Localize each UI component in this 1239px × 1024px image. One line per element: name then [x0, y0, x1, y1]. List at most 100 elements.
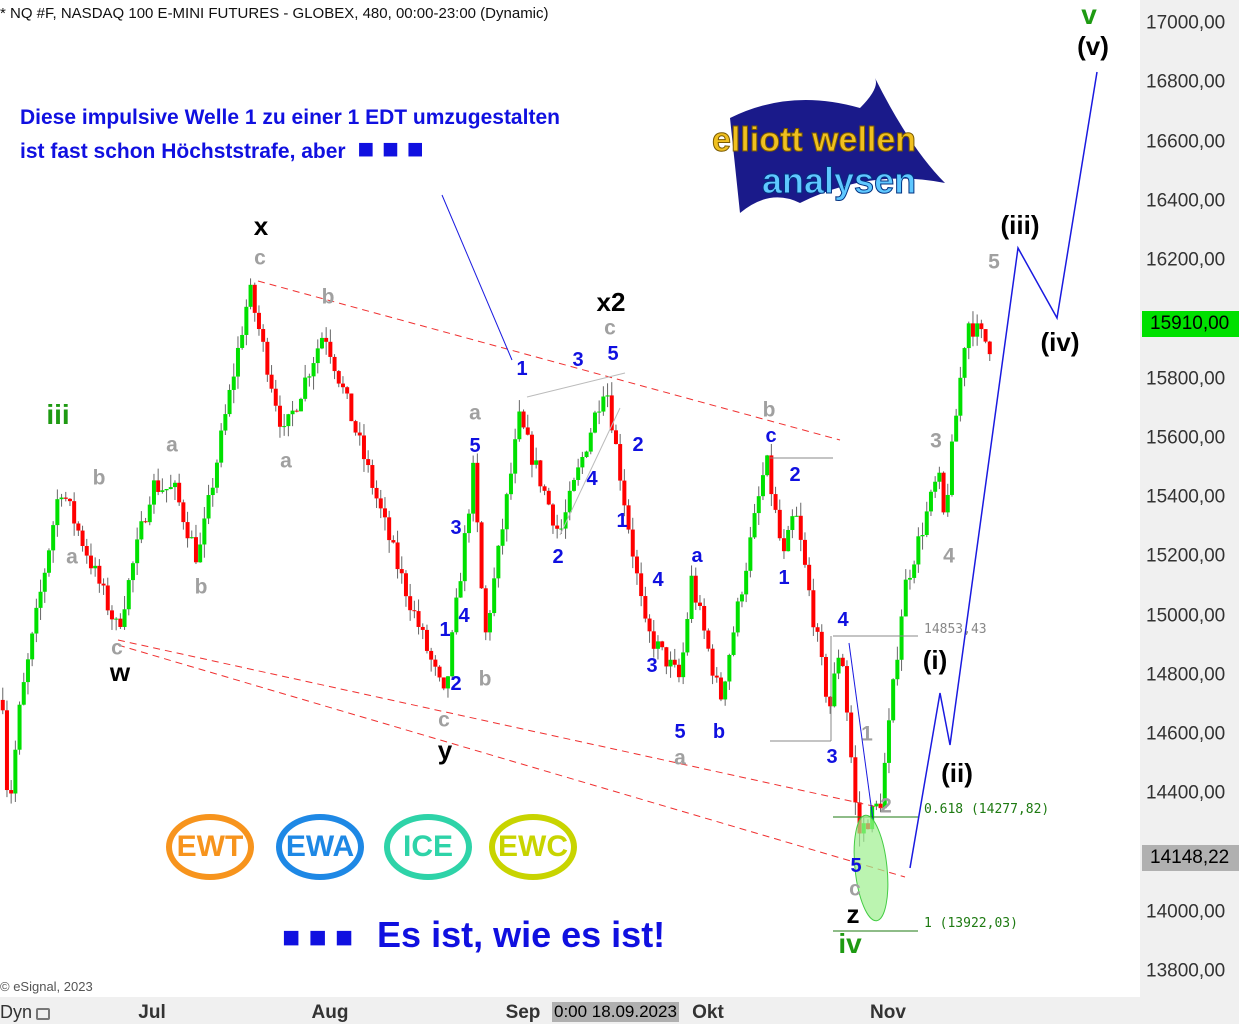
candle	[710, 648, 715, 676]
candle	[618, 444, 623, 481]
wave-label-gray: c	[438, 708, 450, 732]
wave-label-blue: 4	[586, 468, 598, 490]
candle	[227, 389, 232, 415]
wave-label-gray: c	[111, 636, 123, 660]
candle	[248, 284, 253, 307]
candle	[160, 490, 165, 492]
candle	[340, 383, 345, 388]
price-tick: 15000,00	[1146, 605, 1226, 626]
candle	[399, 569, 404, 574]
candle	[361, 435, 366, 460]
candle	[571, 479, 576, 491]
candle	[874, 803, 879, 807]
mode-label[interactable]: Dyn	[0, 1002, 51, 1022]
candle	[88, 555, 93, 569]
wave-label-blue: 1	[616, 510, 628, 532]
candle	[315, 348, 320, 364]
chart-title: * NQ #F, NASDAQ 100 E-MINI FUTURES - GLO…	[0, 5, 549, 22]
wave-label-gray: b	[321, 285, 335, 309]
candle	[508, 473, 513, 495]
wave-label-black: (i)	[922, 645, 948, 675]
candle	[235, 347, 240, 377]
candle	[786, 529, 791, 552]
candle	[676, 664, 681, 678]
lower-channel-line-2	[117, 644, 906, 878]
candle	[744, 570, 749, 595]
candle	[172, 482, 177, 488]
candle	[21, 682, 26, 705]
candle	[151, 480, 156, 505]
candle	[702, 605, 707, 631]
upper-channel-line	[257, 280, 841, 441]
candle	[408, 596, 413, 611]
elliott-wellen-logo: elliott wellen analysen	[710, 78, 960, 218]
candle	[336, 371, 341, 384]
candle	[895, 659, 900, 680]
candle	[937, 472, 942, 482]
candle	[916, 536, 921, 565]
candle	[626, 505, 631, 530]
wave-label-blue: b	[712, 721, 726, 743]
candle	[349, 393, 354, 422]
high-level-label: 14853,43	[924, 622, 987, 637]
wave-label-gray: b	[194, 575, 208, 599]
candle	[256, 312, 261, 330]
candle	[332, 356, 337, 372]
candle	[240, 334, 245, 348]
wave-label-gray: c	[604, 316, 616, 340]
candle	[907, 577, 912, 580]
wave-label-black: (ii)	[941, 758, 973, 788]
candle	[735, 601, 740, 633]
wave-label-gray: a	[280, 449, 292, 473]
candle	[0, 699, 5, 711]
candle	[193, 537, 198, 563]
candle	[849, 712, 854, 758]
candle	[42, 572, 47, 592]
wave-label-blue: 3	[572, 349, 584, 371]
candle	[462, 533, 467, 582]
price-tick: 16600,00	[1146, 131, 1226, 152]
candle	[378, 498, 383, 509]
candle	[210, 487, 215, 496]
candle	[496, 545, 501, 579]
bottom-comment: ■ ■ ■ Es ist, wie es ist!	[282, 914, 666, 955]
candle	[433, 659, 438, 667]
wave-label-gray: 3	[930, 429, 942, 453]
candle	[933, 481, 938, 492]
candle	[324, 337, 329, 342]
crosshair-date: 0:00 18.09.2023	[552, 1002, 679, 1022]
price-chart[interactable]	[0, 0, 1140, 997]
price-axis[interactable]	[1140, 0, 1239, 997]
candle	[328, 341, 333, 357]
candle	[576, 467, 581, 480]
badge-ice: ICE	[384, 814, 472, 880]
candle	[109, 610, 114, 620]
candle	[513, 439, 518, 474]
candle	[420, 626, 425, 630]
candle	[286, 414, 291, 427]
candle	[748, 537, 753, 571]
candle	[51, 525, 56, 551]
candle	[924, 511, 929, 535]
candle	[534, 460, 539, 465]
candle	[891, 679, 896, 721]
candle	[206, 495, 211, 519]
wave-label-gray: c	[849, 877, 861, 901]
candle	[886, 720, 891, 763]
candle	[391, 540, 396, 543]
candle	[979, 323, 984, 330]
comment-text: Diese impulsive Welle 1 zu einer 1 EDT u…	[20, 106, 560, 164]
month-tick: Sep	[505, 1002, 541, 1023]
candle	[9, 790, 14, 794]
candles	[0, 278, 992, 847]
candle	[882, 762, 887, 809]
candle	[429, 650, 434, 660]
month-tick: Okt	[692, 1002, 724, 1023]
candle	[542, 486, 547, 491]
wave-label-gray: a	[66, 545, 78, 569]
candle	[466, 513, 471, 534]
candle	[277, 405, 282, 427]
wave-projection-down	[848, 642, 874, 821]
comment-pointer	[441, 194, 513, 361]
candle	[471, 462, 476, 514]
